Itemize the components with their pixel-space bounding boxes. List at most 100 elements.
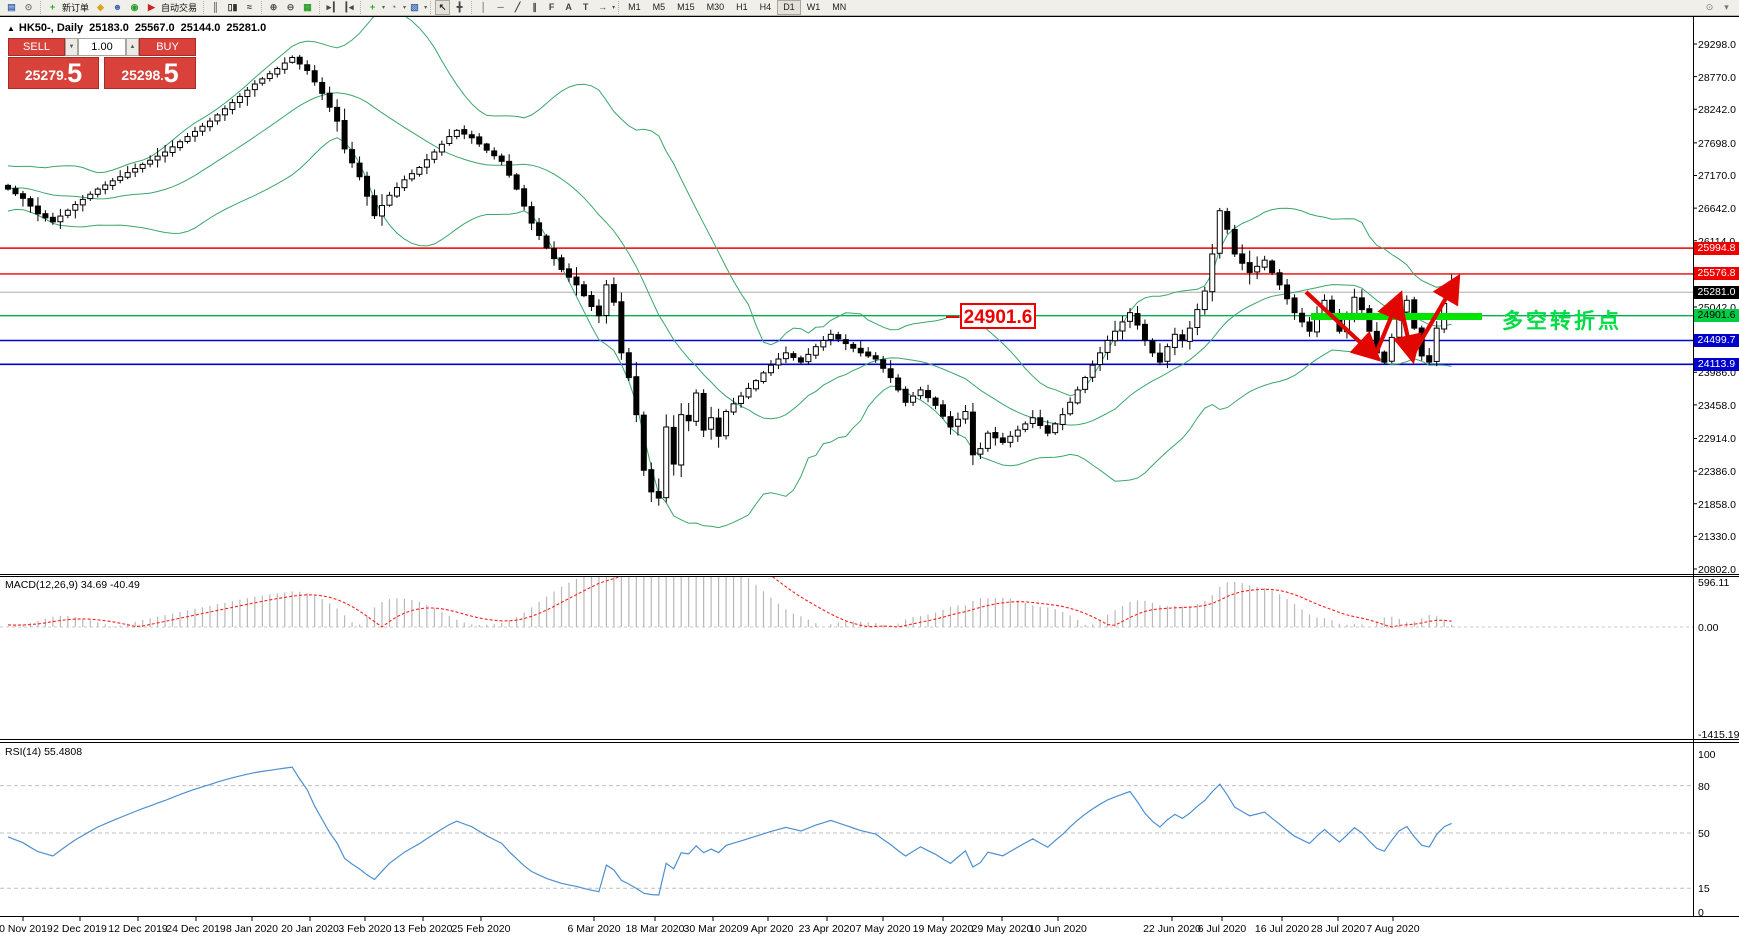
date-axis-label: 7 Aug 2020 xyxy=(1366,923,1420,935)
new-order-icon[interactable]: + xyxy=(49,2,56,12)
toolbar: ▤ ⊙ + 新订单 ◆ ☻ ◉ ▶ 自动交易 ║ ▯▮ ≈ ⊕ ⊖ ▦ ▸┃ ┃◂ + ▾ ◔ ▾ ▧ ▾ ↖ ╋ │ ─ ╱ ∥ F A T… xyxy=(0,0,1739,16)
bollinger-upper-band xyxy=(7,17,1452,397)
timeframe-m1[interactable]: M1 xyxy=(628,2,641,12)
shapes-icon[interactable]: → xyxy=(598,2,608,12)
ohlc-high: 25567.0 xyxy=(134,22,175,34)
bar-chart-icon[interactable]: ║ xyxy=(212,2,219,12)
macd-axis-tick: 0.00 xyxy=(1698,622,1719,634)
toolbar-group: ▸┃ ┃◂ xyxy=(319,1,360,14)
bid-dot: . xyxy=(63,69,68,83)
line-chart-icon[interactable]: ≈ xyxy=(247,2,252,12)
date-axis-label: 10 Jun 2020 xyxy=(1029,923,1087,935)
chart-window-icon[interactable]: ▤ xyxy=(7,2,16,12)
toolbar-group: ▤ ⊙ xyxy=(0,1,40,14)
trend-arrow[interactable] xyxy=(1393,297,1422,365)
periods-icon[interactable]: ◔ xyxy=(390,2,397,12)
timeframe-h4[interactable]: H4 xyxy=(759,2,772,12)
price-level-annotation[interactable]: 24901.6 xyxy=(960,303,1036,329)
rsi-line xyxy=(7,766,1452,896)
chevron-down-icon[interactable]: ▾ xyxy=(403,5,407,11)
turning-point-annotation[interactable]: 多空转折点 xyxy=(1502,310,1622,333)
price-axis-tick: 21858.0 xyxy=(1698,498,1736,511)
date-axis-label: 30 Mar 2020 xyxy=(683,923,743,935)
toolbar-group: │ ─ ╱ ∥ F A T → ▾ xyxy=(471,1,618,14)
trend-arrow[interactable] xyxy=(1410,273,1461,358)
price-tag-25281.0: 25281.0 xyxy=(1694,285,1739,299)
timeframe-w1[interactable]: W1 xyxy=(806,2,821,12)
timeframe-m5[interactable]: M5 xyxy=(652,2,666,12)
auto-trading-icon[interactable]: ▶ xyxy=(148,2,155,12)
tile-windows-icon[interactable]: ▦ xyxy=(303,2,312,12)
chevron-down-icon[interactable]: ▾ xyxy=(424,5,428,11)
zoom-out-icon[interactable]: ⊖ xyxy=(286,2,295,12)
bollinger-middle-band xyxy=(7,92,1452,426)
candlestick-chart-icon[interactable]: ▯▮ xyxy=(227,2,238,12)
channel-icon[interactable]: ∥ xyxy=(532,2,537,12)
date-axis-label: 8 Jan 2020 xyxy=(226,923,278,935)
volume-increase-button[interactable]: ▲ xyxy=(126,38,139,56)
cursor-icon[interactable]: ↖ xyxy=(435,0,451,15)
date-axis-label: 7 May 2020 xyxy=(855,923,911,935)
more-icon[interactable]: ▾ xyxy=(1724,2,1729,12)
toolbar-group: ⊕ ⊖ ▦ xyxy=(261,1,319,14)
ask-price[interactable]: 25298. 5 xyxy=(104,57,196,89)
search-icon[interactable]: ⊙ xyxy=(1705,2,1714,12)
auto-scroll-icon[interactable]: ▸┃ xyxy=(326,2,337,12)
templates-icon[interactable]: ▧ xyxy=(410,2,419,12)
label-icon[interactable]: T xyxy=(582,2,589,12)
timeframe-m15[interactable]: M15 xyxy=(677,2,695,12)
fibonacci-icon[interactable]: F xyxy=(548,2,555,12)
price-axis-tick: 22386.0 xyxy=(1698,466,1736,479)
chevron-down-icon[interactable]: ▾ xyxy=(382,5,386,11)
timeframe-h1[interactable]: H1 xyxy=(736,2,748,12)
date-axis-label: 25 Feb 2020 xyxy=(451,923,511,935)
macd-indicator-pane[interactable] xyxy=(0,576,1739,740)
candlesticks xyxy=(5,54,1455,506)
bid-fraction: 5 xyxy=(67,58,83,88)
ohlc-close: 25281.0 xyxy=(226,22,267,34)
price-plot xyxy=(0,17,1693,529)
timeframe-m30[interactable]: M30 xyxy=(706,2,725,12)
zoom-in-icon[interactable]: ⊕ xyxy=(269,2,278,12)
sell-button[interactable]: SELL xyxy=(8,38,65,56)
price-tag-25576.8: 25576.8 xyxy=(1694,267,1739,281)
market-watch-icon[interactable]: ⊙ xyxy=(24,2,33,12)
ask-dot: . xyxy=(160,69,164,83)
trend-arrow[interactable] xyxy=(1373,290,1405,357)
rsi-axis-tick: 80 xyxy=(1698,780,1710,793)
date-axis-label: 23 Apr 2020 xyxy=(798,923,856,935)
community-icon[interactable]: ☻ xyxy=(112,2,123,12)
new-order-icon-label[interactable]: 新订单 xyxy=(62,3,90,13)
macd-signal-line xyxy=(7,577,1452,628)
vline-icon[interactable]: │ xyxy=(480,2,487,12)
buy-button[interactable]: BUY xyxy=(139,38,196,56)
timeframe-mn[interactable]: MN xyxy=(832,2,847,12)
collapse-panel-icon[interactable]: ▲ xyxy=(7,24,15,33)
timeframe-d1[interactable]: D1 xyxy=(777,0,801,15)
text-icon[interactable]: A xyxy=(565,2,572,12)
volume-input[interactable] xyxy=(78,38,126,56)
price-axis-tick: 27698.0 xyxy=(1698,137,1736,150)
date-axis-label: 2 Dec 2019 xyxy=(53,923,107,935)
trend-arrow[interactable] xyxy=(1304,290,1382,362)
bid-price[interactable]: 25279. 5 xyxy=(8,57,99,89)
date-axis-label: 12 Dec 2019 xyxy=(108,923,168,935)
metaeditor-icon[interactable]: ◆ xyxy=(97,2,104,12)
bollinger-lower-band xyxy=(7,137,1452,529)
price-axis-tick: 29298.0 xyxy=(1698,39,1736,51)
crosshair-icon[interactable]: ╋ xyxy=(456,2,463,12)
volume-decrease-button[interactable]: ▼ xyxy=(65,38,78,56)
toolbar-right-group: ⊙ ▾ xyxy=(1701,0,1739,15)
auto-trading-icon-label[interactable]: 自动交易 xyxy=(161,3,198,13)
chart-shift-icon[interactable]: ┃◂ xyxy=(343,2,354,12)
hline-icon[interactable]: ─ xyxy=(497,2,504,12)
date-axis-label: 20 Nov 2019 xyxy=(0,923,53,935)
signal-icon[interactable]: ◉ xyxy=(130,2,139,12)
rsi-label: RSI(14) 55.4808 xyxy=(5,746,83,758)
indicators-icon[interactable]: + xyxy=(369,2,376,12)
chevron-down-icon[interactable]: ▾ xyxy=(612,5,616,11)
toolbar-group: + ▾ ◔ ▾ ▧ ▾ xyxy=(360,1,430,14)
trendline-icon[interactable]: ╱ xyxy=(514,2,521,12)
price-axis-border xyxy=(1693,16,1694,917)
